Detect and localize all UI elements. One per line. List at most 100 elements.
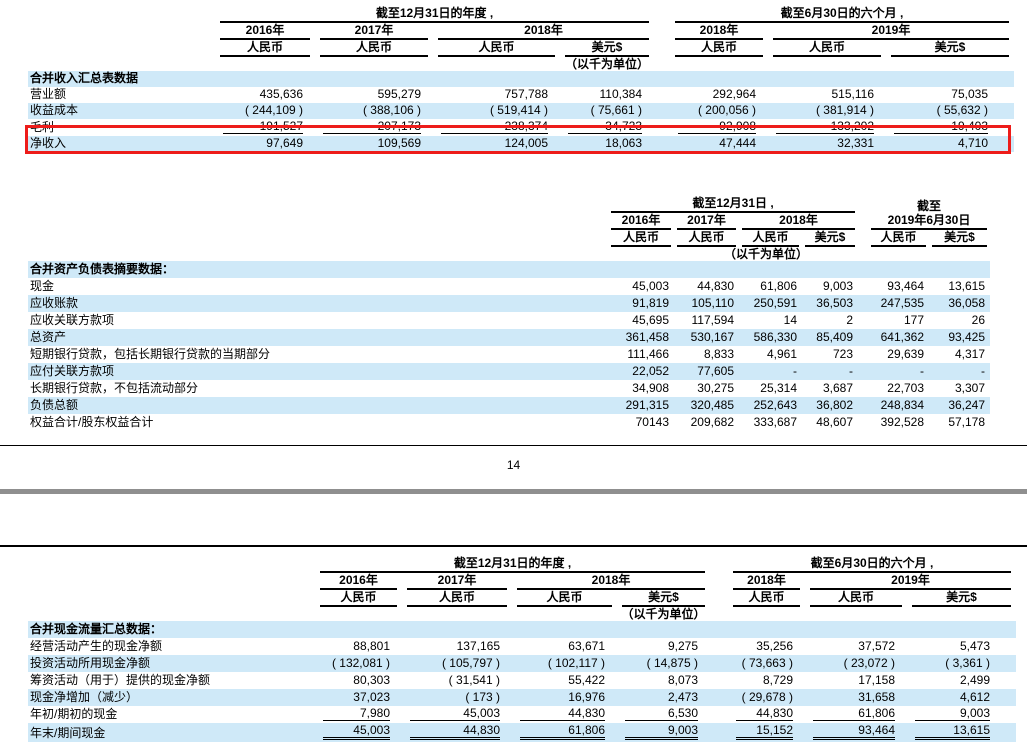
cell-value: 31,658	[805, 689, 907, 706]
cell-value: 209,682	[690, 415, 734, 429]
cell-value: 44,830	[736, 706, 793, 721]
cell-value: 3,687	[822, 381, 853, 395]
cell-value: 392,528	[880, 415, 924, 429]
cell-value: 4,961	[766, 347, 797, 361]
table-row-net-income: 净收入 97,649 109,569 124,005 18,063 47,444…	[28, 136, 1014, 152]
cell-value: 9,275	[667, 639, 698, 653]
period-header-interim: 截至6月30日的六个月 ,	[733, 556, 1011, 573]
table-row: 收益成本 ( 244,109 ) ( 388,106 ) ( 519,414 )…	[28, 103, 1014, 119]
period-header-row: 截至12月31日 , 截至	[28, 196, 990, 213]
cell-value: 13,615	[948, 279, 986, 293]
unit-note-row: （以千为单位）	[28, 57, 1014, 71]
cell-value: 515,116	[831, 87, 875, 101]
cell-value: 70143	[635, 415, 669, 429]
cell-value: 44,830	[697, 279, 734, 293]
cell-value: 17,158	[858, 673, 895, 687]
cell-value: 291,315	[608, 397, 674, 414]
cell-value: 586,330	[739, 329, 802, 346]
currency-header-row: 人民币 人民币 人民币 美元$ 人民币 人民币 美元$	[28, 590, 1016, 607]
balance-sheet-summary-table: 截至12月31日 , 截至 2016年 2017年 2018年 2019年6月3…	[28, 196, 991, 431]
year-header: 2016年	[220, 23, 310, 40]
cell-value: 18,063	[560, 136, 654, 152]
currency-header: 美元$	[805, 230, 855, 247]
page-bottom-border	[0, 445, 1027, 446]
currency-header: 美元$	[565, 40, 649, 57]
cell-value: 47,444	[670, 136, 768, 152]
table-row: 应收关联方款项 45,695 117,594 14 2 177 26	[28, 312, 990, 329]
cell-value: ( 388,106 )	[315, 103, 433, 119]
cell-value: 247,535	[868, 295, 929, 312]
unit-note: （以千为单位）	[564, 57, 649, 71]
cell-value: -	[739, 363, 802, 380]
cell-value: 111,466	[627, 347, 669, 361]
currency-header: 美元$	[932, 230, 988, 247]
cell-value: ( 105,797 )	[402, 655, 512, 672]
cell-value: 361,458	[608, 329, 674, 346]
cell-value: 9,003	[822, 279, 853, 293]
year-header-row: 2016年 2017年 2018年 2019年6月30日	[28, 213, 990, 230]
cell-value: 8,833	[703, 347, 734, 361]
cell-value: 14	[783, 313, 797, 327]
currency-header: 人民币	[438, 40, 555, 57]
cell-value: 13,615	[915, 723, 990, 740]
cell-value: 8,073	[667, 673, 698, 687]
cell-value: 723	[832, 347, 853, 361]
cell-value: 36,058	[929, 295, 991, 312]
cell-value: 4,612	[907, 689, 1016, 706]
period-header-annual: 截至12月31日的年度 ,	[320, 556, 705, 573]
cell-value: 91,819	[608, 295, 674, 312]
year-header: 2018年	[517, 573, 705, 590]
currency-header: 人民币	[320, 40, 428, 57]
cell-value: 37,572	[858, 639, 895, 653]
section-title-row: 合并现金流量汇总数据：	[28, 621, 1016, 638]
currency-header: 人民币	[871, 230, 926, 247]
cell-value: 37,023	[315, 689, 402, 706]
cell-value: 32,331	[768, 136, 886, 152]
cell-value: ( 3,361 )	[907, 655, 1016, 672]
cell-value: 7,980	[323, 706, 390, 721]
cell-value: ( 381,914 )	[768, 103, 886, 119]
cell-value: 124,005	[433, 136, 560, 152]
row-label: 权益合计/股东权益合计	[30, 415, 154, 429]
table-row: 经营活动产生的现金净额 88,801 137,165 63,671 9,275 …	[28, 638, 1016, 655]
cell-value: 61,806	[760, 279, 797, 293]
cell-value: 63,671	[568, 639, 605, 653]
cell-value: ( 31,541 )	[448, 673, 500, 687]
cell-value: 45,003	[323, 723, 390, 740]
cell-value: 595,279	[377, 87, 421, 101]
table-row: 应付关联方款项 22,052 77,605 - - - -	[28, 363, 991, 380]
cell-value: 93,464	[813, 723, 895, 740]
cell-value: 5,473	[959, 639, 990, 653]
cell-value: ( 132,081 )	[315, 655, 402, 672]
row-label: 年末/期间现金	[28, 723, 315, 742]
table-row: 总资产 361,458 530,167 586,330 85,409 641,3…	[28, 329, 991, 346]
table-row: 年末/期间现金 45,003 44,830 61,806 9,003 15,15…	[28, 723, 1016, 742]
currency-header: 人民币	[742, 230, 799, 247]
cell-value: 93,425	[929, 329, 991, 346]
table-row: 现金 45,003 44,830 61,806 9,003 93,464 13,…	[28, 278, 990, 295]
table-row: 短期银行贷款，包括长期银行贷款的当期部分 111,466 8,833 4,961…	[28, 346, 990, 363]
row-label: 投资活动所用现金净额	[28, 655, 315, 672]
cell-value: 22,703	[887, 381, 924, 395]
cell-value: 177	[903, 313, 924, 327]
cell-value: ( 200,056 )	[670, 103, 768, 119]
cell-value: ( 75,661 )	[560, 103, 654, 119]
table-row: 年初/期初的现金 7,980 45,003 44,830 6,530 44,83…	[28, 706, 1016, 723]
cell-value: 530,167	[674, 329, 739, 346]
cell-value: 105,110	[674, 295, 739, 312]
cell-value: 248,834	[868, 397, 929, 414]
currency-header: 美元$	[891, 40, 1009, 57]
cash-flow-summary-table: 截至12月31日的年度 , 截至6月30日的六个月 , 2016年 2017年 …	[28, 556, 1016, 742]
cell-value: 57,178	[948, 415, 986, 429]
currency-header: 美元$	[622, 590, 705, 607]
cell-value: 34,908	[632, 381, 669, 395]
currency-header: 人民币	[611, 230, 671, 247]
cell-value: 25,314	[760, 381, 797, 395]
year-header: 2016年	[320, 573, 397, 590]
row-label: 长期银行贷款，不包括流动部分	[30, 381, 199, 395]
income-summary-table: 截至12月31日的年度 , 截至6月30日的六个月 , 2016年 2017年 …	[28, 6, 1014, 152]
currency-header-row: 人民币 人民币 人民币 美元$ 人民币 人民币 美元$	[28, 40, 1014, 57]
year-header-row: 2016年 2017年 2018年 2018年 2019年	[28, 573, 1016, 590]
cell-value: 3,307	[954, 381, 986, 395]
cell-value: 4,710	[886, 136, 1014, 152]
